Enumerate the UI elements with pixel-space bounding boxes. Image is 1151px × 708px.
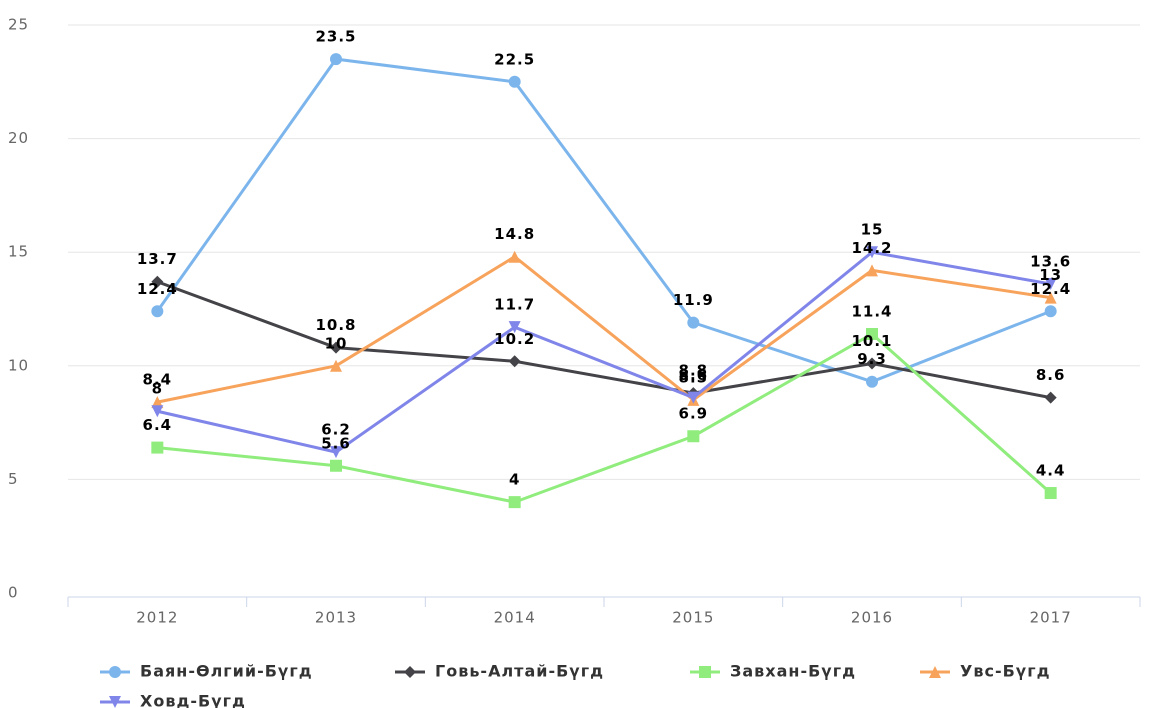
legend-label: Увс-Бүгд	[960, 662, 1051, 681]
marker	[330, 341, 342, 354]
data-label: 8.6	[679, 366, 709, 384]
data-label: 11.9	[673, 291, 714, 309]
data-label: 8.6	[1036, 366, 1066, 384]
y-tick-label: 20	[8, 129, 29, 147]
legend-label: Говь-Алтай-Бүгд	[435, 662, 604, 681]
legend-item: Увс-Бүгд	[920, 662, 1051, 681]
data-label: 8.4	[143, 371, 173, 389]
marker	[866, 357, 878, 370]
data-label: 10.2	[494, 330, 535, 348]
marker	[508, 321, 521, 334]
marker	[866, 375, 878, 388]
data-label: 14.8	[494, 225, 535, 243]
x-tick-label: 2013	[315, 609, 357, 627]
marker	[330, 359, 342, 372]
series-line	[156, 57, 1052, 384]
data-label: 23.5	[315, 28, 356, 46]
data-label: 9.3	[857, 350, 887, 368]
data-label: 11.7	[494, 296, 535, 314]
marker	[508, 75, 521, 88]
y-tick-label: 25	[8, 16, 29, 34]
data-label: 12.4	[137, 280, 178, 298]
marker	[109, 696, 121, 708]
y-tick-label: 15	[8, 243, 29, 261]
data-label: 14.2	[851, 239, 892, 257]
legend-label: Завхан-Бүгд	[730, 662, 856, 681]
legend-label: Ховд-Бүгд	[140, 692, 246, 708]
marker	[866, 327, 878, 340]
marker	[687, 430, 700, 443]
marker	[687, 316, 700, 329]
data-label: 8.5	[679, 368, 709, 386]
x-tick-label: 2016	[851, 609, 893, 627]
data-label: 8	[152, 380, 163, 398]
data-label: 8.8	[679, 362, 709, 380]
marker	[1044, 305, 1057, 318]
marker	[151, 396, 164, 409]
data-label: 10.8	[315, 316, 356, 334]
marker	[151, 275, 164, 288]
marker	[508, 250, 521, 263]
marker	[151, 405, 164, 418]
data-label: 10.1	[851, 332, 892, 350]
marker	[330, 53, 342, 66]
marker	[1044, 291, 1057, 304]
marker	[687, 391, 700, 404]
marker	[1044, 278, 1057, 291]
marker	[1044, 487, 1057, 500]
data-label: 13	[1039, 266, 1062, 284]
marker	[866, 246, 878, 259]
marker	[929, 666, 941, 678]
data-label: 12.4	[1030, 280, 1071, 298]
marker	[699, 666, 711, 678]
y-tick-label: 0	[8, 584, 19, 602]
data-label: 10	[325, 334, 348, 352]
data-label: 13.6	[1030, 253, 1071, 271]
data-label: 13.7	[137, 250, 178, 268]
series-line	[156, 280, 1051, 400]
data-label: 4	[509, 471, 520, 489]
legend-label: Баян-Өлгий-Бүгд	[140, 662, 313, 681]
data-label: 6.2	[321, 421, 351, 439]
x-tick-label: 2015	[672, 609, 714, 627]
y-tick-label: 5	[8, 470, 19, 488]
legend-item: Ховд-Бүгд	[100, 692, 246, 708]
marker	[508, 496, 521, 509]
data-label: 5.6	[321, 434, 351, 452]
data-label: 11.4	[851, 302, 892, 320]
marker	[508, 355, 521, 368]
data-label: 6.9	[679, 405, 709, 423]
marker	[1044, 391, 1057, 404]
series-line	[157, 254, 1051, 404]
marker	[330, 459, 342, 472]
marker	[330, 446, 342, 459]
legend-item: Завхан-Бүгд	[690, 662, 856, 681]
marker	[866, 264, 878, 277]
marker	[109, 666, 121, 678]
marker	[151, 305, 164, 318]
data-label: 22.5	[494, 50, 535, 68]
marker	[151, 441, 164, 454]
series-line	[156, 250, 1051, 454]
x-tick-label: 2017	[1030, 609, 1072, 627]
data-label: 15	[861, 221, 884, 239]
x-tick-label: 2012	[136, 609, 178, 627]
y-tick-label: 10	[8, 356, 29, 374]
marker	[404, 666, 416, 678]
legend-item: Баян-Өлгий-Бүгд	[100, 662, 313, 681]
data-label: 6.4	[143, 416, 173, 434]
legend-item: Говь-Алтай-Бүгд	[395, 662, 604, 681]
x-tick-label: 2014	[494, 609, 536, 627]
data-label: 4.4	[1036, 462, 1066, 480]
series-line	[157, 332, 1052, 504]
